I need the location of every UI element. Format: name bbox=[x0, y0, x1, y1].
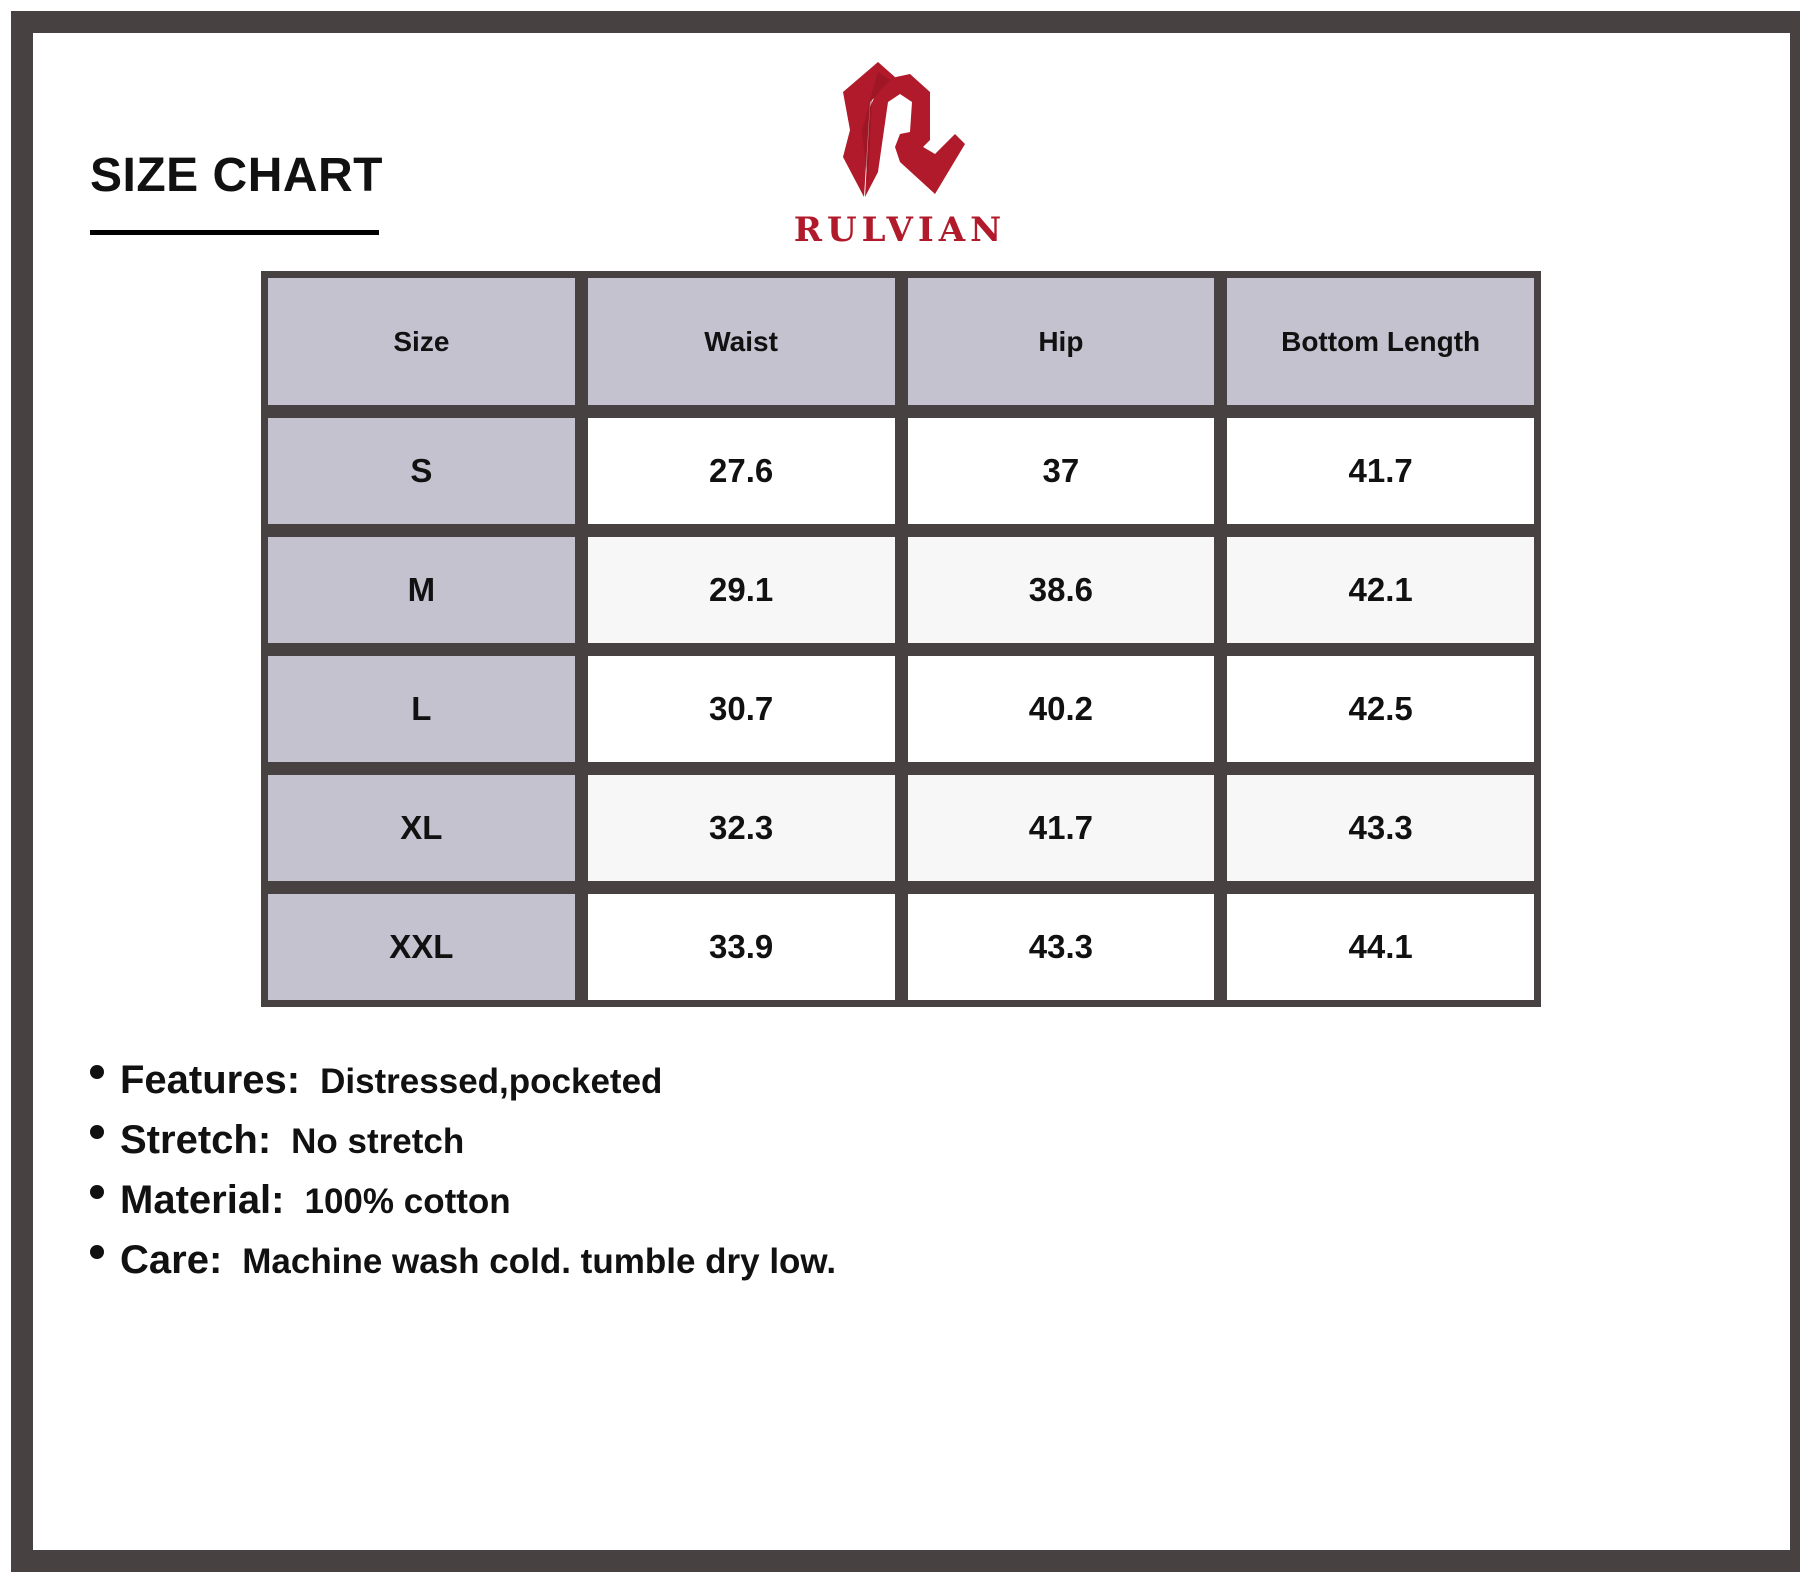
detail-label: Features: bbox=[120, 1058, 301, 1102]
waist-cell: 27.6 bbox=[587, 418, 895, 524]
r-monogram-logo-icon bbox=[843, 62, 965, 197]
hip-cell: 40.2 bbox=[907, 656, 1215, 762]
bottom-length-cell: 43.3 bbox=[1227, 775, 1534, 881]
header-size: Size bbox=[268, 278, 575, 405]
waist-cell: 30.7 bbox=[587, 656, 895, 762]
waist-cell: 32.3 bbox=[587, 775, 895, 881]
detail-value: No stretch bbox=[291, 1122, 465, 1161]
header-hip: Hip bbox=[907, 278, 1215, 405]
header-bottom-length: Bottom Length bbox=[1227, 278, 1534, 405]
header-waist: Waist bbox=[587, 278, 895, 405]
detail-value: Distressed,pocketed bbox=[320, 1062, 663, 1101]
bullet-icon bbox=[90, 1245, 104, 1259]
size-cell: S bbox=[268, 418, 575, 524]
product-details: Features: Distressed,pocketed Stretch: N… bbox=[90, 1058, 836, 1298]
waist-cell: 33.9 bbox=[587, 894, 895, 1000]
page-title: SIZE CHART bbox=[90, 149, 383, 202]
size-cell: XL bbox=[268, 775, 575, 881]
hip-cell: 41.7 bbox=[907, 775, 1215, 881]
bottom-length-cell: 41.7 bbox=[1227, 418, 1534, 524]
size-table: Size Waist Hip Bottom Length S 27.6 37 4… bbox=[261, 271, 1541, 1007]
title-underline bbox=[90, 230, 379, 235]
detail-label: Material: bbox=[120, 1178, 285, 1222]
detail-label: Stretch: bbox=[120, 1118, 272, 1162]
bottom-length-cell: 44.1 bbox=[1227, 894, 1534, 1000]
bullet-icon bbox=[90, 1125, 104, 1139]
detail-value: Machine wash cold. tumble dry low. bbox=[242, 1242, 837, 1281]
size-cell: L bbox=[268, 656, 575, 762]
hip-cell: 37 bbox=[907, 418, 1215, 524]
waist-cell: 29.1 bbox=[587, 537, 895, 643]
detail-stretch: Stretch: No stretch bbox=[90, 1118, 836, 1178]
detail-value: 100% cotton bbox=[304, 1182, 511, 1221]
bullet-icon bbox=[90, 1065, 104, 1079]
detail-features: Features: Distressed,pocketed bbox=[90, 1058, 836, 1118]
hip-cell: 38.6 bbox=[907, 537, 1215, 643]
size-cell: M bbox=[268, 537, 575, 643]
bottom-length-cell: 42.1 bbox=[1227, 537, 1534, 643]
bottom-length-cell: 42.5 bbox=[1227, 656, 1534, 762]
size-cell: XXL bbox=[268, 894, 575, 1000]
bullet-icon bbox=[90, 1185, 104, 1199]
detail-material: Material: 100% cotton bbox=[90, 1178, 836, 1238]
brand-logo: RULVIAN bbox=[770, 62, 1030, 252]
detail-care: Care: Machine wash cold. tumble dry low. bbox=[90, 1238, 836, 1298]
hip-cell: 43.3 bbox=[907, 894, 1215, 1000]
brand-name: RULVIAN bbox=[793, 210, 1007, 250]
detail-label: Care: bbox=[120, 1238, 223, 1282]
